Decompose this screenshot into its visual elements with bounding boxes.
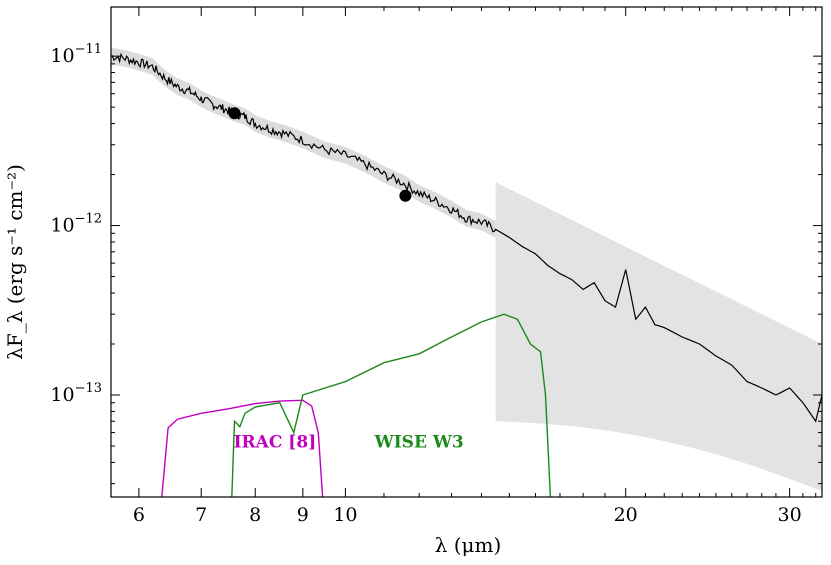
x-tick-label: 8	[249, 504, 261, 526]
annotations-layer: IRAC [8] WISE W3	[234, 433, 464, 453]
photometry-point	[228, 107, 241, 120]
photometry-point	[399, 189, 412, 202]
spectrum-layer	[111, 47, 822, 423]
x-tick-label: 6	[133, 504, 145, 526]
spectrum-error-envelope	[111, 47, 496, 238]
filter-curves-layer	[161, 313, 552, 497]
x-tick-label: 9	[297, 504, 309, 526]
x-tick-label: 30	[778, 504, 802, 526]
points-layer	[228, 107, 412, 202]
wise-w3-label: WISE W3	[374, 433, 464, 453]
y-tick-label: 10−13	[50, 381, 102, 406]
x-axis-title: λ (μm)	[435, 533, 502, 557]
x-tick-label: 10	[333, 504, 357, 526]
band-layer	[495, 182, 822, 492]
irac-8-label: IRAC [8]	[234, 433, 317, 453]
y-axis-title: λF_λ (erg s⁻¹ cm⁻²)	[3, 164, 27, 360]
x-tick-label: 20	[614, 504, 638, 526]
uncertainty-band	[495, 182, 822, 492]
spectrum-line	[111, 52, 822, 423]
ticks-layer: 6 7 8 9 10 20 30 10−13 10−12 10−11	[50, 7, 822, 526]
wise-w3-filter-curve	[231, 313, 552, 497]
y-tick-label: 10−11	[50, 42, 102, 67]
irac-8-filter-curve	[161, 399, 324, 497]
x-tick-label: 7	[195, 504, 207, 526]
y-tick-label: 10−12	[50, 212, 102, 237]
